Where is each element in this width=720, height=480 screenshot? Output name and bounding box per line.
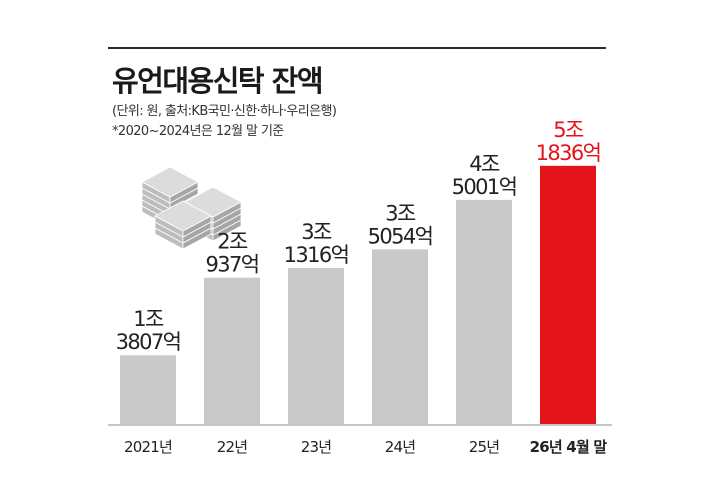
category-label: 26년 4월 말 xyxy=(530,438,608,456)
value-labels-group: 1조3807억2조937억3조1316억3조5054억4조5001억5조1836… xyxy=(116,118,602,354)
bar xyxy=(204,277,260,424)
value-label: 1836억 xyxy=(536,141,601,165)
bar-highlight xyxy=(540,165,596,425)
chart-title: 유언대용신탁 잔액 xyxy=(112,64,324,98)
value-label: 1316억 xyxy=(284,243,349,267)
value-label: 3조 xyxy=(385,201,416,225)
value-label: 5054억 xyxy=(368,224,433,248)
value-label: 1조 xyxy=(133,307,164,331)
category-label: 25년 xyxy=(469,438,500,456)
money-stack-icon xyxy=(141,166,242,250)
bars-group xyxy=(120,165,596,425)
value-label: 4조 xyxy=(469,152,500,176)
value-label: 3807억 xyxy=(116,330,181,354)
chart-subtitle: (단위: 원, 출처:KB국민·신한·하나·우리은행) xyxy=(112,104,337,119)
chart-footnote: *2020~2024년은 12월 말 기준 xyxy=(112,124,284,139)
value-label: 5조 xyxy=(553,118,584,142)
category-labels-group: 2021년 22년 23년 24년 25년 26년 4월 말 xyxy=(124,438,608,456)
value-label: 3조 xyxy=(301,220,332,244)
bar xyxy=(288,268,344,424)
bundle-top xyxy=(154,200,212,232)
value-label: 5001억 xyxy=(452,175,517,199)
category-label: 23년 xyxy=(301,438,332,456)
value-label: 2조 xyxy=(217,230,248,254)
bar xyxy=(456,199,512,424)
category-label: 24년 xyxy=(385,438,416,456)
bar xyxy=(120,355,176,424)
category-label: 2021년 xyxy=(124,438,172,456)
bar xyxy=(372,249,428,424)
top-rule xyxy=(108,47,606,49)
value-label: 937억 xyxy=(205,253,258,277)
category-label: 22년 xyxy=(217,438,248,456)
bundle-top xyxy=(141,166,199,198)
